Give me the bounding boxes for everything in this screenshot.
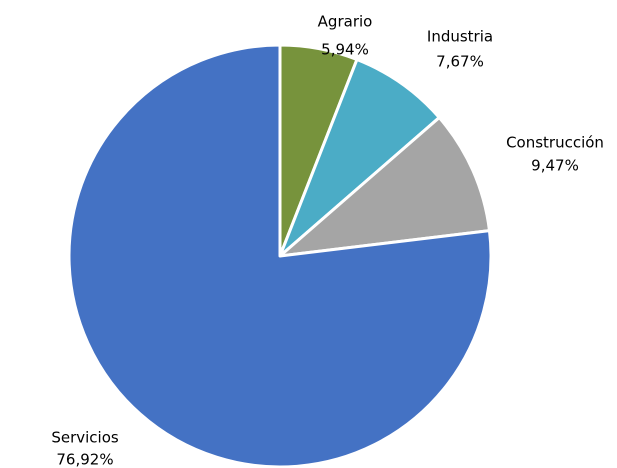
slice-value-label: 9,47%: [531, 157, 579, 175]
slice-label: Servicios: [51, 429, 119, 447]
pie-slice: [278, 58, 441, 258]
slice-label: Construcción: [506, 134, 604, 152]
slice-label: Agrario: [318, 13, 373, 31]
pie-slice: [278, 116, 491, 258]
slice-value-label: 5,94%: [321, 41, 369, 59]
slice-value-label: 76,92%: [56, 451, 113, 468]
pie-slice: [67, 43, 493, 468]
slice-value-label: 7,67%: [436, 53, 484, 71]
slice-label: Industria: [427, 28, 493, 46]
